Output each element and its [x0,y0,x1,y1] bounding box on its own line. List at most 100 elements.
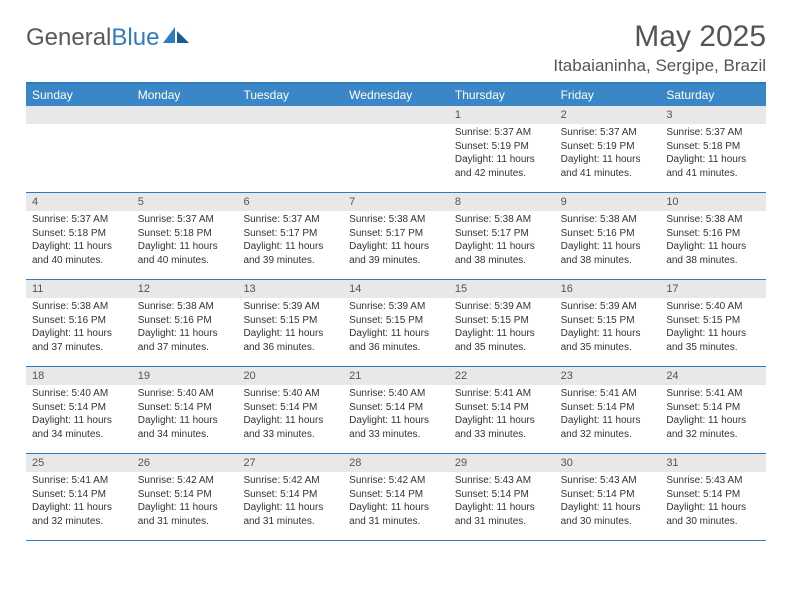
day-line: Sunset: 5:14 PM [32,488,126,502]
day-line: Daylight: 11 hours and 35 minutes. [561,327,655,354]
day-line: Sunrise: 5:38 AM [455,213,549,227]
day-number: 18 [26,367,132,385]
day-line: Sunset: 5:15 PM [349,314,443,328]
day-body: Sunrise: 5:40 AMSunset: 5:14 PMDaylight:… [343,385,449,445]
day-cell: 2Sunrise: 5:37 AMSunset: 5:19 PMDaylight… [555,106,661,192]
day-cell: 16Sunrise: 5:39 AMSunset: 5:15 PMDayligh… [555,280,661,366]
day-line: Daylight: 11 hours and 40 minutes. [32,240,126,267]
day-line: Daylight: 11 hours and 34 minutes. [32,414,126,441]
day-body: Sunrise: 5:38 AMSunset: 5:16 PMDaylight:… [660,211,766,271]
week-row: 18Sunrise: 5:40 AMSunset: 5:14 PMDayligh… [26,367,766,454]
day-line: Sunrise: 5:37 AM [32,213,126,227]
day-number: 19 [132,367,238,385]
day-header: Thursday [449,84,555,106]
day-line: Daylight: 11 hours and 39 minutes. [243,240,337,267]
day-line: Sunset: 5:17 PM [455,227,549,241]
week-row: 11Sunrise: 5:38 AMSunset: 5:16 PMDayligh… [26,280,766,367]
day-line: Daylight: 11 hours and 31 minutes. [455,501,549,528]
day-line: Daylight: 11 hours and 36 minutes. [243,327,337,354]
month-title: May 2025 [553,20,766,54]
day-number: 1 [449,106,555,124]
day-body: Sunrise: 5:37 AMSunset: 5:17 PMDaylight:… [237,211,343,271]
day-body: Sunrise: 5:37 AMSunset: 5:18 PMDaylight:… [660,124,766,184]
day-cell: 12Sunrise: 5:38 AMSunset: 5:16 PMDayligh… [132,280,238,366]
day-body: Sunrise: 5:37 AMSunset: 5:19 PMDaylight:… [449,124,555,184]
day-line: Sunrise: 5:43 AM [666,474,760,488]
day-line: Daylight: 11 hours and 33 minutes. [455,414,549,441]
day-header: Sunday [26,84,132,106]
day-cell: 6Sunrise: 5:37 AMSunset: 5:17 PMDaylight… [237,193,343,279]
day-line: Sunset: 5:18 PM [666,140,760,154]
day-number: 27 [237,454,343,472]
day-body: Sunrise: 5:41 AMSunset: 5:14 PMDaylight:… [555,385,661,445]
day-line: Sunrise: 5:38 AM [666,213,760,227]
day-line: Daylight: 11 hours and 31 minutes. [349,501,443,528]
day-number: 24 [660,367,766,385]
day-line: Sunset: 5:17 PM [349,227,443,241]
day-cell: 10Sunrise: 5:38 AMSunset: 5:16 PMDayligh… [660,193,766,279]
day-number: 3 [660,106,766,124]
day-line: Daylight: 11 hours and 38 minutes. [666,240,760,267]
day-line: Daylight: 11 hours and 35 minutes. [666,327,760,354]
day-line: Sunrise: 5:37 AM [138,213,232,227]
day-header-row: Sunday Monday Tuesday Wednesday Thursday… [26,84,766,106]
week-row: 1Sunrise: 5:37 AMSunset: 5:19 PMDaylight… [26,106,766,193]
day-line: Daylight: 11 hours and 38 minutes. [455,240,549,267]
day-line: Sunset: 5:14 PM [32,401,126,415]
day-body: Sunrise: 5:40 AMSunset: 5:14 PMDaylight:… [26,385,132,445]
day-body: Sunrise: 5:37 AMSunset: 5:18 PMDaylight:… [26,211,132,271]
location-text: Itabaianinha, Sergipe, Brazil [553,56,766,76]
day-body: Sunrise: 5:41 AMSunset: 5:14 PMDaylight:… [660,385,766,445]
day-cell: 21Sunrise: 5:40 AMSunset: 5:14 PMDayligh… [343,367,449,453]
day-line: Sunrise: 5:38 AM [561,213,655,227]
day-line: Sunset: 5:19 PM [455,140,549,154]
day-line: Daylight: 11 hours and 34 minutes. [138,414,232,441]
day-line: Sunrise: 5:41 AM [32,474,126,488]
day-body [237,124,343,130]
day-number: 25 [26,454,132,472]
day-line: Daylight: 11 hours and 30 minutes. [666,501,760,528]
day-number: 30 [555,454,661,472]
weeks-container: 1Sunrise: 5:37 AMSunset: 5:19 PMDaylight… [26,106,766,541]
day-number: 29 [449,454,555,472]
day-line: Sunrise: 5:43 AM [455,474,549,488]
day-line: Daylight: 11 hours and 41 minutes. [561,153,655,180]
day-cell: 17Sunrise: 5:40 AMSunset: 5:15 PMDayligh… [660,280,766,366]
day-line: Daylight: 11 hours and 36 minutes. [349,327,443,354]
logo-sail-icon [163,24,189,52]
day-number: 28 [343,454,449,472]
day-line: Daylight: 11 hours and 32 minutes. [666,414,760,441]
day-cell: 24Sunrise: 5:41 AMSunset: 5:14 PMDayligh… [660,367,766,453]
day-line: Sunset: 5:14 PM [561,488,655,502]
day-line: Daylight: 11 hours and 33 minutes. [243,414,337,441]
day-cell: 20Sunrise: 5:40 AMSunset: 5:14 PMDayligh… [237,367,343,453]
day-line: Sunrise: 5:40 AM [243,387,337,401]
day-line: Sunset: 5:16 PM [666,227,760,241]
day-body: Sunrise: 5:39 AMSunset: 5:15 PMDaylight:… [449,298,555,358]
day-line: Sunset: 5:17 PM [243,227,337,241]
day-line: Sunset: 5:14 PM [561,401,655,415]
day-body: Sunrise: 5:38 AMSunset: 5:16 PMDaylight:… [132,298,238,358]
day-cell: 15Sunrise: 5:39 AMSunset: 5:15 PMDayligh… [449,280,555,366]
day-body [343,124,449,130]
day-line: Daylight: 11 hours and 39 minutes. [349,240,443,267]
day-line: Sunset: 5:18 PM [32,227,126,241]
day-number: 20 [237,367,343,385]
day-line: Daylight: 11 hours and 32 minutes. [32,501,126,528]
day-body: Sunrise: 5:41 AMSunset: 5:14 PMDaylight:… [26,472,132,532]
day-number: 11 [26,280,132,298]
day-line: Sunrise: 5:42 AM [349,474,443,488]
day-line: Daylight: 11 hours and 31 minutes. [138,501,232,528]
day-line: Daylight: 11 hours and 37 minutes. [138,327,232,354]
day-header: Saturday [660,84,766,106]
day-number: 10 [660,193,766,211]
day-line: Sunrise: 5:39 AM [561,300,655,314]
day-line: Sunrise: 5:39 AM [349,300,443,314]
day-line: Sunrise: 5:39 AM [243,300,337,314]
day-line: Sunrise: 5:37 AM [455,126,549,140]
day-body: Sunrise: 5:42 AMSunset: 5:14 PMDaylight:… [132,472,238,532]
day-cell: 8Sunrise: 5:38 AMSunset: 5:17 PMDaylight… [449,193,555,279]
day-line: Sunrise: 5:37 AM [243,213,337,227]
day-line: Sunrise: 5:40 AM [666,300,760,314]
day-number: 16 [555,280,661,298]
